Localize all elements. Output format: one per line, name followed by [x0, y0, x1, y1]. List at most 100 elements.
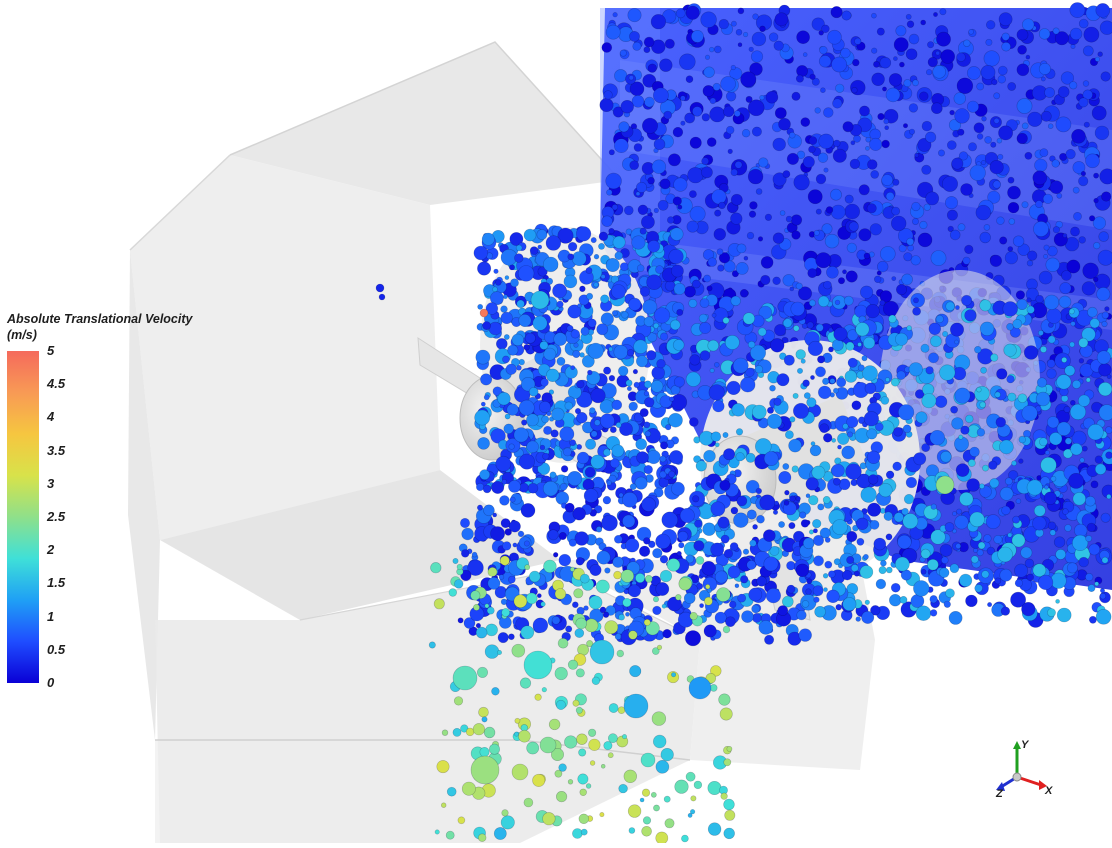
- particle: [500, 815, 515, 830]
- particle: [893, 37, 909, 52]
- particle: [436, 760, 450, 774]
- particle: [689, 611, 698, 621]
- particle: [756, 514, 765, 524]
- particle: [908, 128, 915, 135]
- particle: [869, 137, 883, 151]
- particle: [921, 393, 937, 409]
- particle: [641, 215, 655, 229]
- particle: [608, 703, 619, 713]
- particle: [1018, 458, 1024, 464]
- particle: [899, 596, 908, 604]
- particle: [1058, 295, 1072, 309]
- particle: [485, 623, 498, 637]
- particle: [994, 391, 1001, 398]
- particle: [850, 140, 856, 146]
- particle: [1016, 298, 1028, 311]
- particle: [955, 463, 970, 477]
- particle: [1038, 28, 1051, 40]
- particle: [653, 804, 660, 812]
- particle: [636, 264, 645, 273]
- particle: [791, 465, 799, 473]
- particle: [526, 440, 539, 454]
- particle: [1081, 445, 1088, 452]
- particle: [555, 790, 568, 803]
- particle: [621, 734, 627, 740]
- particle: [567, 253, 575, 261]
- particle: [477, 303, 484, 310]
- particle: [633, 143, 643, 152]
- particle: [1055, 116, 1072, 133]
- particle: [607, 752, 614, 759]
- particle: [587, 342, 604, 360]
- particle: [821, 223, 833, 235]
- particle: [1049, 180, 1064, 194]
- particle: [996, 137, 1003, 144]
- particle: [497, 392, 511, 406]
- particle: [478, 706, 489, 718]
- particle: [558, 553, 571, 567]
- particle: [856, 517, 869, 530]
- particle: [883, 118, 890, 125]
- particle: [1033, 504, 1046, 517]
- particle: [1100, 588, 1106, 594]
- particle: [643, 316, 655, 327]
- particle: [792, 392, 799, 399]
- particle: [893, 426, 903, 437]
- particle: [571, 251, 587, 266]
- particle: [1017, 44, 1027, 55]
- particle: [735, 428, 744, 436]
- particle: [516, 299, 525, 309]
- particle: [844, 203, 861, 220]
- particle: [824, 537, 831, 543]
- particle: [947, 225, 954, 232]
- particle: [1047, 123, 1054, 129]
- particle: [930, 503, 937, 510]
- particle: [434, 829, 440, 835]
- particle: [928, 322, 941, 335]
- particle: [968, 28, 974, 35]
- particle: [757, 327, 767, 337]
- particle: [746, 231, 755, 240]
- particle: [795, 496, 801, 502]
- particle: [867, 502, 882, 517]
- particle: [523, 650, 553, 680]
- particle: [893, 512, 904, 523]
- particle: [835, 603, 842, 611]
- particle: [1015, 290, 1026, 300]
- particle: [532, 773, 546, 787]
- particle: [492, 286, 498, 293]
- particle: [1079, 457, 1085, 463]
- particle: [673, 376, 685, 388]
- particle: [1046, 359, 1056, 368]
- particle: [523, 540, 530, 547]
- particle: [593, 254, 600, 260]
- particle: [903, 252, 913, 262]
- particle: [985, 38, 993, 46]
- orientation-axes[interactable]: Y X Z: [985, 735, 1065, 805]
- particle: [760, 256, 774, 269]
- particle: [684, 285, 696, 298]
- particle: [759, 25, 766, 32]
- particle: [646, 274, 662, 291]
- particle: [981, 116, 987, 122]
- particle: [536, 593, 542, 599]
- particle: [1087, 423, 1104, 441]
- particle: [830, 204, 846, 220]
- particle: [689, 354, 701, 366]
- particle: [601, 514, 618, 532]
- particle: [601, 215, 613, 227]
- particle: [817, 152, 829, 163]
- particle: [754, 365, 764, 374]
- particle: [635, 355, 648, 368]
- particle: [1027, 250, 1038, 261]
- particle: [822, 573, 829, 579]
- particle: [1014, 578, 1024, 588]
- particle: [501, 608, 511, 617]
- particle: [511, 333, 524, 346]
- particle: [905, 48, 918, 61]
- particle: [919, 220, 928, 230]
- particle: [732, 357, 749, 374]
- particle: [717, 516, 730, 529]
- particle: [608, 375, 616, 382]
